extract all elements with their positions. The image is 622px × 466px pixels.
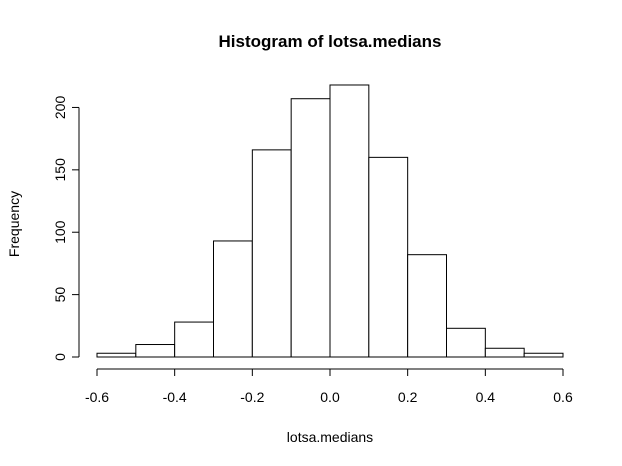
x-tick-label: 0.2	[398, 389, 418, 405]
histogram-bar	[329, 84, 370, 358]
histogram-bar	[407, 254, 447, 358]
y-tick-label: 200	[52, 96, 68, 120]
histogram-bar	[523, 352, 564, 358]
x-tick-label: 0.6	[553, 389, 573, 405]
histogram-bars	[96, 84, 564, 358]
histogram-bar	[446, 327, 486, 358]
x-tick-label: 0.0	[320, 389, 340, 405]
x-axis: -0.6 -0.4 -0.2 0.0 0.2 0.4 0.6	[85, 368, 573, 405]
y-tick-label: 0	[52, 353, 68, 361]
x-axis-label: lotsa.medians	[287, 429, 373, 445]
x-tick-label: -0.4	[163, 389, 187, 405]
x-tick-label: 0.4	[476, 389, 496, 405]
histogram-bar	[96, 352, 137, 358]
y-tick-label: 50	[52, 287, 68, 303]
x-tick-label: -0.6	[85, 389, 109, 405]
chart-title: Histogram of lotsa.medians	[219, 32, 442, 51]
y-axis-label: Frequency	[6, 191, 22, 257]
histogram-bar	[135, 344, 176, 358]
histogram-bar	[251, 149, 292, 358]
histogram-bar	[368, 156, 409, 358]
histogram-bar	[174, 321, 215, 358]
y-tick-label: 100	[52, 220, 68, 244]
x-tick-label: -0.2	[240, 389, 264, 405]
histogram-bar	[213, 240, 253, 358]
histogram-bar	[484, 347, 525, 358]
histogram-bar	[290, 98, 331, 358]
y-tick-label: 150	[52, 158, 68, 182]
y-axis: 0 50 100 150 200	[52, 96, 80, 361]
